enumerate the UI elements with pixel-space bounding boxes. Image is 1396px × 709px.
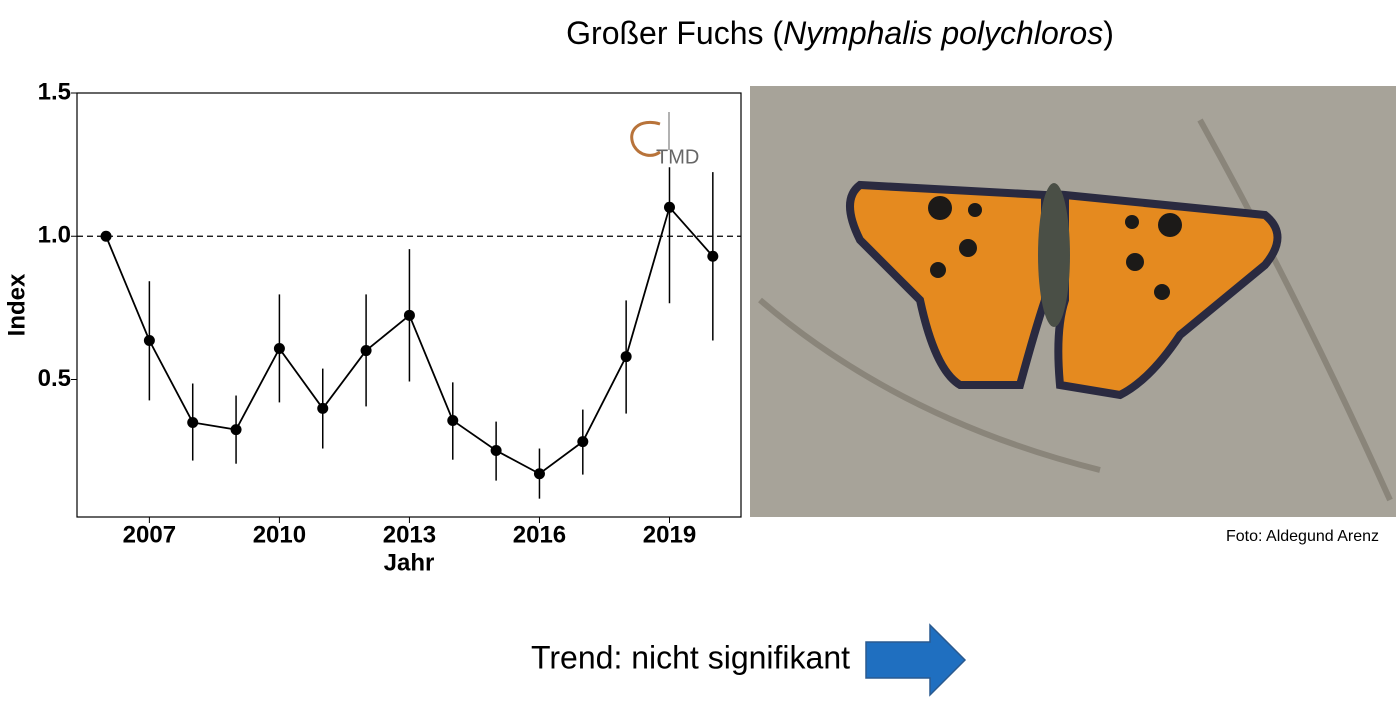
point <box>447 414 459 426</box>
wing-left <box>846 180 1049 389</box>
x-tick-label: 2019 <box>643 521 696 548</box>
point <box>187 416 199 428</box>
photo-texture <box>758 118 1393 502</box>
point <box>577 436 589 448</box>
x-tick-label: 2013 <box>383 521 436 548</box>
x-tick-label: 2007 <box>123 521 176 548</box>
x-tick-label: 2010 <box>253 521 306 548</box>
title-part: Großer Fuchs ( <box>566 15 783 51</box>
y-tick-label: 1.5 <box>38 78 71 105</box>
title: Großer Fuchs (Nymphalis polychloros) <box>566 15 1114 51</box>
photo-credit: Foto: Aldegund Arenz <box>1226 528 1379 545</box>
point <box>273 343 285 355</box>
point <box>533 468 545 480</box>
title-part: ) <box>1103 15 1114 51</box>
point <box>490 445 502 457</box>
title-species: Nymphalis polychloros <box>783 15 1103 51</box>
photo <box>750 86 1396 517</box>
y-tick-label: 1.0 <box>38 222 71 249</box>
point <box>317 402 329 414</box>
butterfly-body <box>1038 183 1070 327</box>
y-tick-label: 0.5 <box>38 365 71 392</box>
trend-arrow <box>865 623 967 697</box>
trend-text: Trend: nicht signifikant <box>531 639 850 675</box>
x-axis-label: Jahr <box>384 549 435 576</box>
point <box>100 230 112 242</box>
logo: TMD <box>630 112 699 168</box>
point <box>143 335 155 347</box>
logo-text: TMD <box>656 146 699 168</box>
point <box>230 424 242 436</box>
point <box>360 345 372 357</box>
point <box>403 309 415 321</box>
point <box>663 201 675 213</box>
wing-spots <box>928 196 1182 300</box>
x-tick-label: 2016 <box>513 521 566 548</box>
point <box>620 351 632 363</box>
y-axis-label: Index <box>3 273 30 336</box>
logo-wing <box>630 121 661 157</box>
point <box>707 250 719 262</box>
